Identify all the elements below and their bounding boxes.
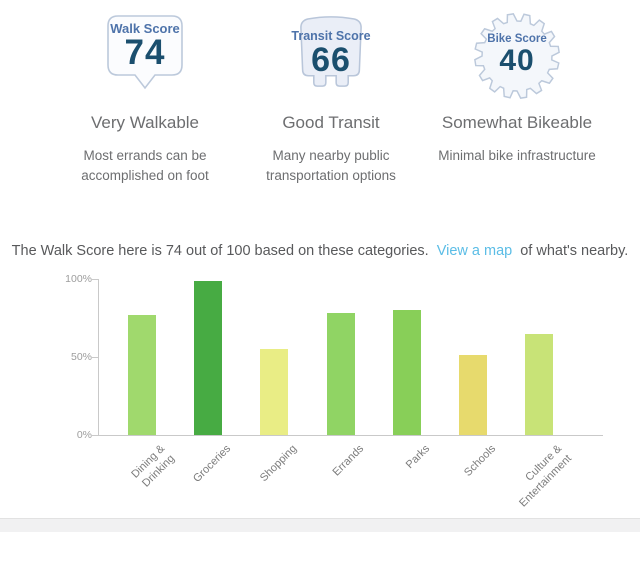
gear-icon [474, 13, 560, 99]
chart-y-axis [98, 279, 99, 435]
chart-x-axis [98, 435, 603, 436]
bike-score-badge-label: Bike Score [487, 33, 547, 45]
walk-score-description: Most errands can be accomplished on foot [81, 148, 209, 183]
walk-score-title: Very Walkable [90, 113, 200, 132]
summary-text-after: of what's nearby. [520, 243, 629, 259]
bike-score-badge: Bike Score 40 [471, 10, 563, 102]
bike-score-value: 40 [499, 44, 535, 77]
y-tick-mark [92, 279, 98, 280]
chart-bar[interactable] [392, 310, 421, 435]
y-tick-label: 0% [76, 429, 92, 441]
bus-icon [300, 16, 362, 87]
bike-score-description: Minimal bike infrastructure [438, 148, 596, 163]
view-map-link[interactable]: View a map [436, 243, 513, 259]
walk-score-column: Walk Score 74 Very Walkable Most errands… [52, 8, 238, 185]
walk-score-badge: Walk Score 74 [104, 12, 186, 100]
y-tick-label: 100% [65, 273, 92, 285]
walk-score-badge-label: Walk Score [110, 21, 180, 36]
x-tick-label: Parks [403, 442, 433, 472]
y-tick-mark [92, 435, 98, 436]
x-tick-label: Culture & Entertainment [517, 442, 575, 510]
walkscore-category-chart: 100% 50% 0% Dining & Drinking Groceries Shopp… [0, 265, 640, 518]
transit-score-value: 66 [311, 41, 351, 79]
transit-score-description: Many nearby public transportation option… [266, 148, 396, 183]
bike-score-title: Somewhat Bikeable [441, 113, 593, 132]
x-tick-label: Errands [330, 442, 366, 479]
chart-bar[interactable] [525, 334, 554, 435]
transit-score-title: Good Transit [282, 113, 380, 132]
transit-score-column: Transit Score 66 Good Transit Many nearb… [238, 8, 424, 185]
score-summary-row: Walk Score 74 Very Walkable Most errands… [0, 8, 640, 185]
x-tick-label: Shopping [258, 442, 300, 485]
transit-score-badge-label: Transit Score [291, 29, 371, 43]
chart-bar[interactable] [326, 313, 355, 435]
transit-score-badge: Transit Score 66 [288, 12, 374, 100]
chart-bar[interactable] [459, 355, 487, 435]
chart-bar[interactable] [260, 349, 289, 435]
y-tick-mark [92, 357, 98, 358]
summary-text-before: The Walk Score here is 74 out of 100 bas… [11, 243, 429, 259]
chart-bar[interactable] [194, 281, 223, 435]
y-tick-label: 50% [70, 351, 92, 363]
walk-score-value: 74 [124, 33, 166, 72]
bike-score-column: Bike Score 40 Somewhat Bikeable Minimal … [424, 8, 610, 185]
speech-bubble-icon [107, 15, 183, 90]
chart-bar[interactable] [128, 315, 156, 435]
footer-scrollbar-track[interactable] [0, 518, 640, 532]
walkscore-summary-sentence: The Walk Score here is 74 out of 100 bas… [0, 243, 640, 259]
